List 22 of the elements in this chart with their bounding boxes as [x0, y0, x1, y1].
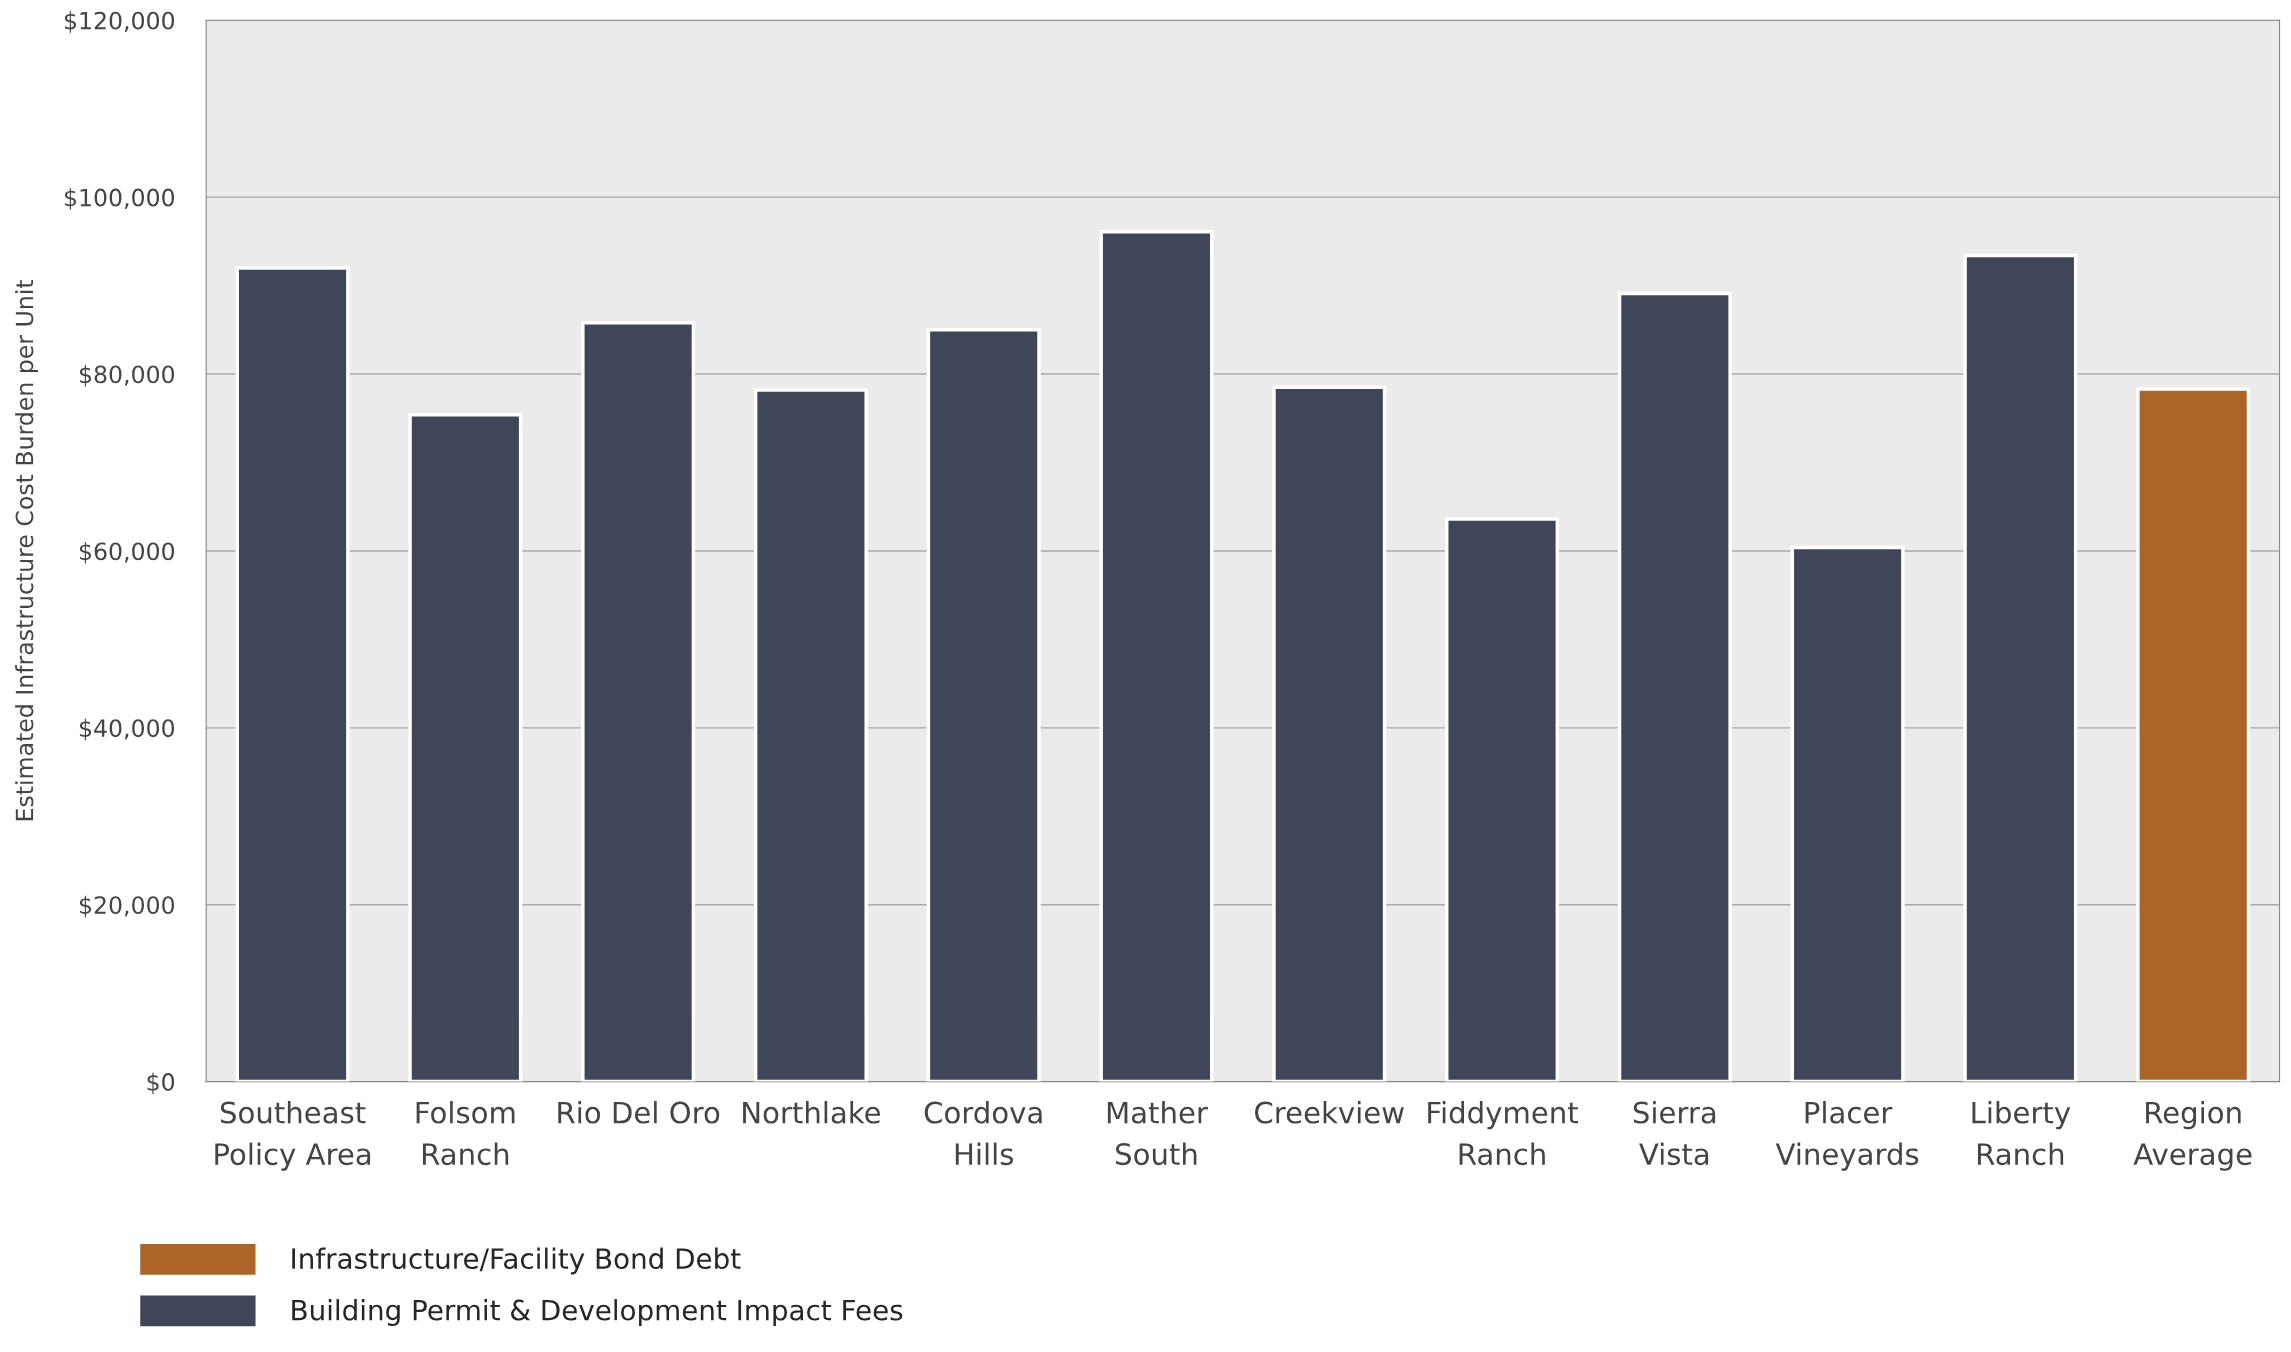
x-tick-label: Fiddyment Ranch	[1428, 1101, 1578, 1166]
y-tick-label: $60,000	[79, 541, 175, 564]
y-tick-label: $0	[147, 1072, 175, 1095]
y-tick-label: $120,000	[64, 11, 175, 33]
y-tick-label: $40,000	[79, 718, 175, 741]
x-tick-label: Northlake	[743, 1101, 881, 1124]
legend-label: Building Permit & Development Impact Fees	[292, 1299, 903, 1326]
x-tick-label: Creekview	[1255, 1101, 1404, 1124]
x-tick-label: Region Average	[2133, 1101, 2252, 1171]
y-tick-label: $80,000	[79, 365, 175, 387]
x-tick-label: Sierra Vista	[1633, 1101, 1716, 1166]
y-tick-label: $20,000	[79, 895, 175, 918]
x-tick-label: Cordova Hills	[924, 1101, 1042, 1166]
x-tick-label: Mather South	[1107, 1101, 1208, 1166]
x-tick-label: Liberty Ranch	[1972, 1101, 2071, 1166]
x-tick-label: Rio Del Oro	[558, 1101, 720, 1124]
y-tick-label: $100,000	[64, 188, 175, 210]
x-tick-label: Placer Vineyards	[1775, 1101, 1919, 1171]
legend-label: Infrastructure/Facility Bond Debt	[292, 1247, 741, 1275]
x-tick-label: Southeast Policy Area	[215, 1101, 371, 1171]
x-tick-label: Folsom Ranch	[416, 1101, 515, 1166]
y-axis-title: Estimated Infrastructure Cost Burden per Unit	[15, 279, 38, 821]
